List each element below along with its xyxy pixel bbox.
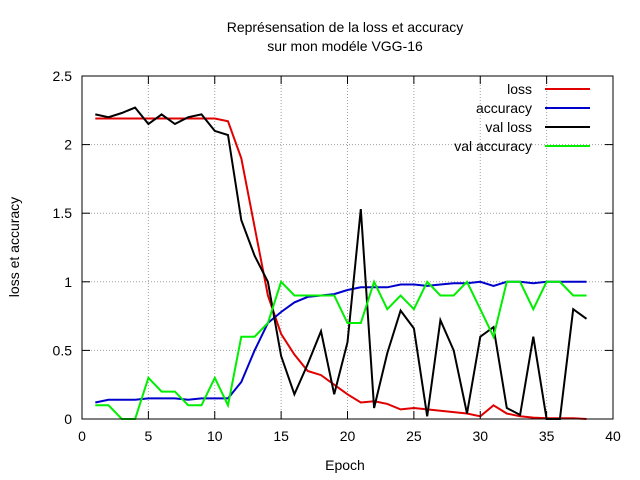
x-tick-label: 10: [207, 428, 223, 444]
x-tick-label: 25: [406, 428, 422, 444]
y-tick-label: 0.5: [53, 342, 73, 358]
y-tick-label: 2: [64, 137, 72, 153]
chart-title-line-2: sur mon modéle VGG-16: [267, 38, 423, 54]
chart-title-line-1: Représensation de la loss et accuracy: [227, 19, 464, 35]
series-line-val-accuracy: [95, 279, 587, 420]
x-axis-label: Epoch: [325, 457, 365, 473]
x-tick-label: 35: [539, 428, 555, 444]
x-tick-label: 40: [605, 428, 621, 444]
series-line-accuracy: [95, 280, 587, 404]
x-tick-label: 30: [472, 428, 488, 444]
grid: [82, 76, 613, 419]
y-axis-label: loss et accuracy: [6, 197, 22, 297]
y-tick-label: 1.5: [53, 205, 73, 221]
legend: loss accuracy val loss val accuracy: [454, 81, 590, 154]
x-tick-label: 20: [340, 428, 356, 444]
axis-ticks: 0 5 10 15 20 25 30 35 40 0 0.5 1 1.5 2 2.5: [53, 68, 621, 444]
y-tick-label: 0: [64, 411, 72, 427]
series-line-val-loss: [95, 106, 588, 420]
series-line-loss: [95, 117, 587, 420]
legend-label-loss: loss: [507, 81, 532, 97]
legend-label-val-loss: val loss: [485, 119, 532, 135]
series-lines: [95, 106, 588, 420]
x-tick-label: 0: [78, 428, 86, 444]
x-tick-label: 15: [273, 428, 289, 444]
y-tick-label: 1: [64, 274, 72, 290]
x-tick-label: 5: [144, 428, 152, 444]
y-tick-label: 2.5: [53, 68, 73, 84]
legend-label-accuracy: accuracy: [476, 100, 532, 116]
legend-label-val-accuracy: val accuracy: [454, 138, 532, 154]
